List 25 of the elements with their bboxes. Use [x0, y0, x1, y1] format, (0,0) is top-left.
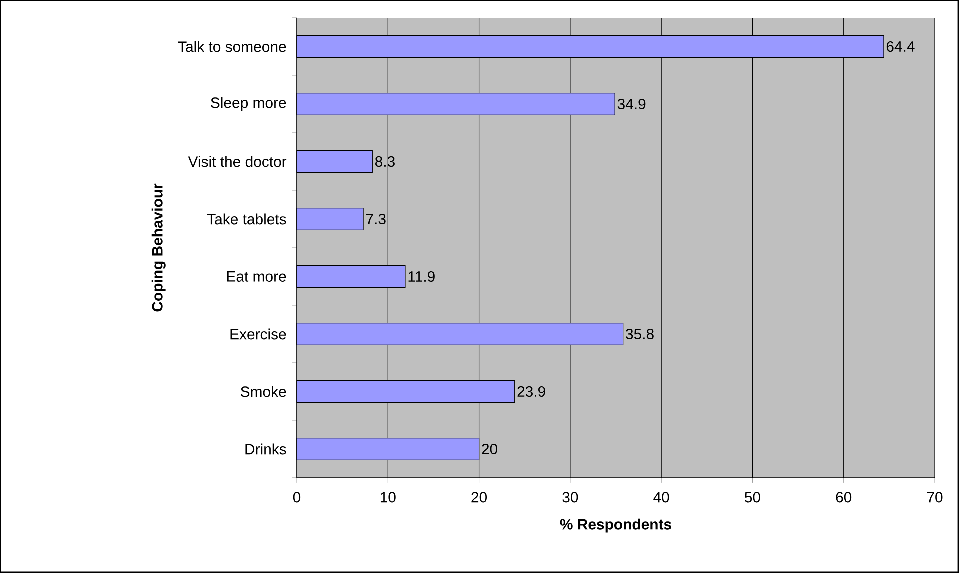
- data-label: 11.9: [408, 271, 435, 282]
- x-tick-label: 30: [562, 492, 578, 503]
- y-tick-label: Exercise: [230, 328, 286, 340]
- data-label: 35.8: [626, 328, 654, 340]
- x-tick-label: 20: [472, 492, 488, 503]
- data-label: 64.4: [886, 41, 915, 52]
- y-axis-title: Coping Behaviour: [152, 184, 166, 312]
- x-tick-label: 70: [927, 492, 943, 503]
- x-tick-label: 0: [293, 492, 301, 503]
- y-tick-label: Take tablets: [207, 214, 286, 225]
- y-tick-label: Talk to someone: [178, 41, 286, 52]
- x-tick-label: 60: [836, 492, 852, 503]
- x-tick-label: 50: [745, 492, 760, 503]
- y-tick-label: Visit the doctor: [188, 156, 287, 168]
- data-label: 34.9: [618, 98, 646, 110]
- data-label: 23.9: [518, 386, 546, 398]
- y-tick-label: Sleep more: [211, 97, 286, 112]
- x-tick-label: 10: [380, 492, 396, 503]
- y-tick-label: Smoke: [241, 386, 286, 398]
- data-label: 20: [482, 444, 498, 455]
- data-label: 7.3: [366, 214, 386, 225]
- x-tick-label: 40: [654, 492, 670, 503]
- y-tick-label: Drinks: [246, 444, 286, 455]
- x-axis-title: % Respondents: [560, 518, 672, 533]
- y-tick-label: Eat more: [227, 272, 286, 282]
